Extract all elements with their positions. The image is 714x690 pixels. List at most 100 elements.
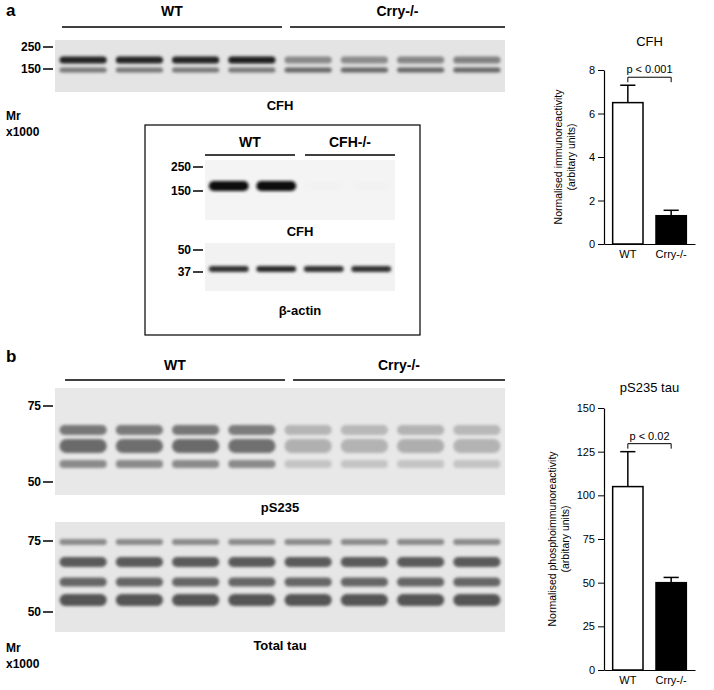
bar [613,103,643,244]
blot-band [116,439,163,453]
blot-band [60,439,107,453]
significance-bracket [628,444,671,449]
y-tick-mark [598,70,604,71]
mw-tick [43,68,53,70]
blot-band [341,57,388,64]
bar [656,216,686,244]
y-tick: 8 [589,64,604,76]
blot-band [285,578,332,587]
blot-label: CFH [267,98,294,113]
blot-band [60,557,107,567]
y-tick-mark [598,495,604,496]
y-tick-mark [598,539,604,540]
blot-band [228,425,275,435]
inset-frame [145,125,420,335]
blot-band [397,57,444,64]
y-tick: 50 [583,577,604,589]
annotation: p < 0.001 [626,63,672,75]
mr-label: Mr [6,641,21,655]
panel-a: aWTCrry-/-250150CFHMrx1000WTCFH-/-250150… [6,1,505,335]
mw-marker: 75 [28,399,42,413]
blot-band [116,460,163,468]
y-tick: 25 [583,620,604,632]
blot-band [256,266,296,272]
y-tick: 6 [589,108,604,120]
blot-band [116,557,163,567]
blot-band [285,594,332,606]
blot-band [351,181,391,191]
y-axis-title: Normalised immunoreactivity(arbitary uni… [552,89,577,225]
blot [205,160,395,220]
blot-band [60,594,107,606]
y-tick-label: 8 [589,64,595,76]
error-bar [664,577,679,582]
bracket-end [671,77,672,82]
blot [55,388,505,495]
y-tick-label: 2 [589,195,595,207]
blot-band [228,68,275,73]
error-bar-stem [627,85,629,102]
y-tick: 75 [583,533,604,545]
x-axis: WT Crry-/- [605,244,696,260]
group-label: Crry-/- [376,3,418,19]
x-tick-label: WT [619,674,636,686]
x-axis-line [605,244,696,245]
blot-band [228,594,275,606]
y-axis-line [604,71,605,245]
blot-band [285,460,332,468]
x-tick-label: Crry-/- [656,248,687,260]
bracket-end [627,444,628,449]
blot-band [453,460,500,468]
x-axis-line [605,670,696,671]
blot-band [116,539,163,545]
y-tick-mark [598,114,604,115]
blot-band [304,181,344,191]
blot-band [304,266,344,272]
blot-band [285,539,332,545]
mw-tick [193,190,203,192]
y-tick-mark [598,452,604,453]
y-tick: 100 [577,489,604,501]
group-line [293,379,505,381]
group-line [305,154,395,156]
y-tick-mark [598,583,604,584]
blot-label: pS235 [261,500,299,515]
y-tick: 0 [589,664,604,676]
mw-marker: 250 [171,160,191,174]
y-tick-mark [598,626,604,627]
panel-b: bWTCrry-/-7550pS2357550Total tauMrx1000 [6,347,505,671]
blot-band [341,425,388,435]
blot-band [60,539,107,545]
y-axis-title: Normalised phosphoimmunoreactivity(arbit… [546,451,571,627]
group-line [65,379,285,381]
blot-band [397,439,444,453]
error-bar-stem [670,210,672,215]
panel-letter: a [6,1,16,20]
blot-band [172,439,219,453]
y-tick: 150 [577,402,604,414]
bracket-line [628,443,671,444]
blot-band [397,460,444,468]
y-tick: 0 [589,238,604,250]
y-tick-mark [598,157,604,158]
blot-band [453,578,500,587]
x-tick: WT [619,670,636,686]
group-label: WT [161,3,183,19]
blot-band [172,460,219,468]
y-tick-label: 0 [589,238,595,250]
blot-band [116,578,163,587]
y-tick: 125 [577,446,604,458]
y-tick-label: 100 [577,489,595,501]
mw-tick [43,540,53,542]
y-axis: 02468 [589,64,605,250]
blot-band [341,578,388,587]
group-label: WT [164,357,186,373]
blot-band [172,539,219,545]
blot-band [397,539,444,545]
x-tick: WT [619,244,636,260]
y-tick-label: 25 [583,620,595,632]
blot-background [205,160,395,220]
blot-band [256,181,296,191]
blot-band [397,68,444,73]
plot-marks [613,85,687,244]
